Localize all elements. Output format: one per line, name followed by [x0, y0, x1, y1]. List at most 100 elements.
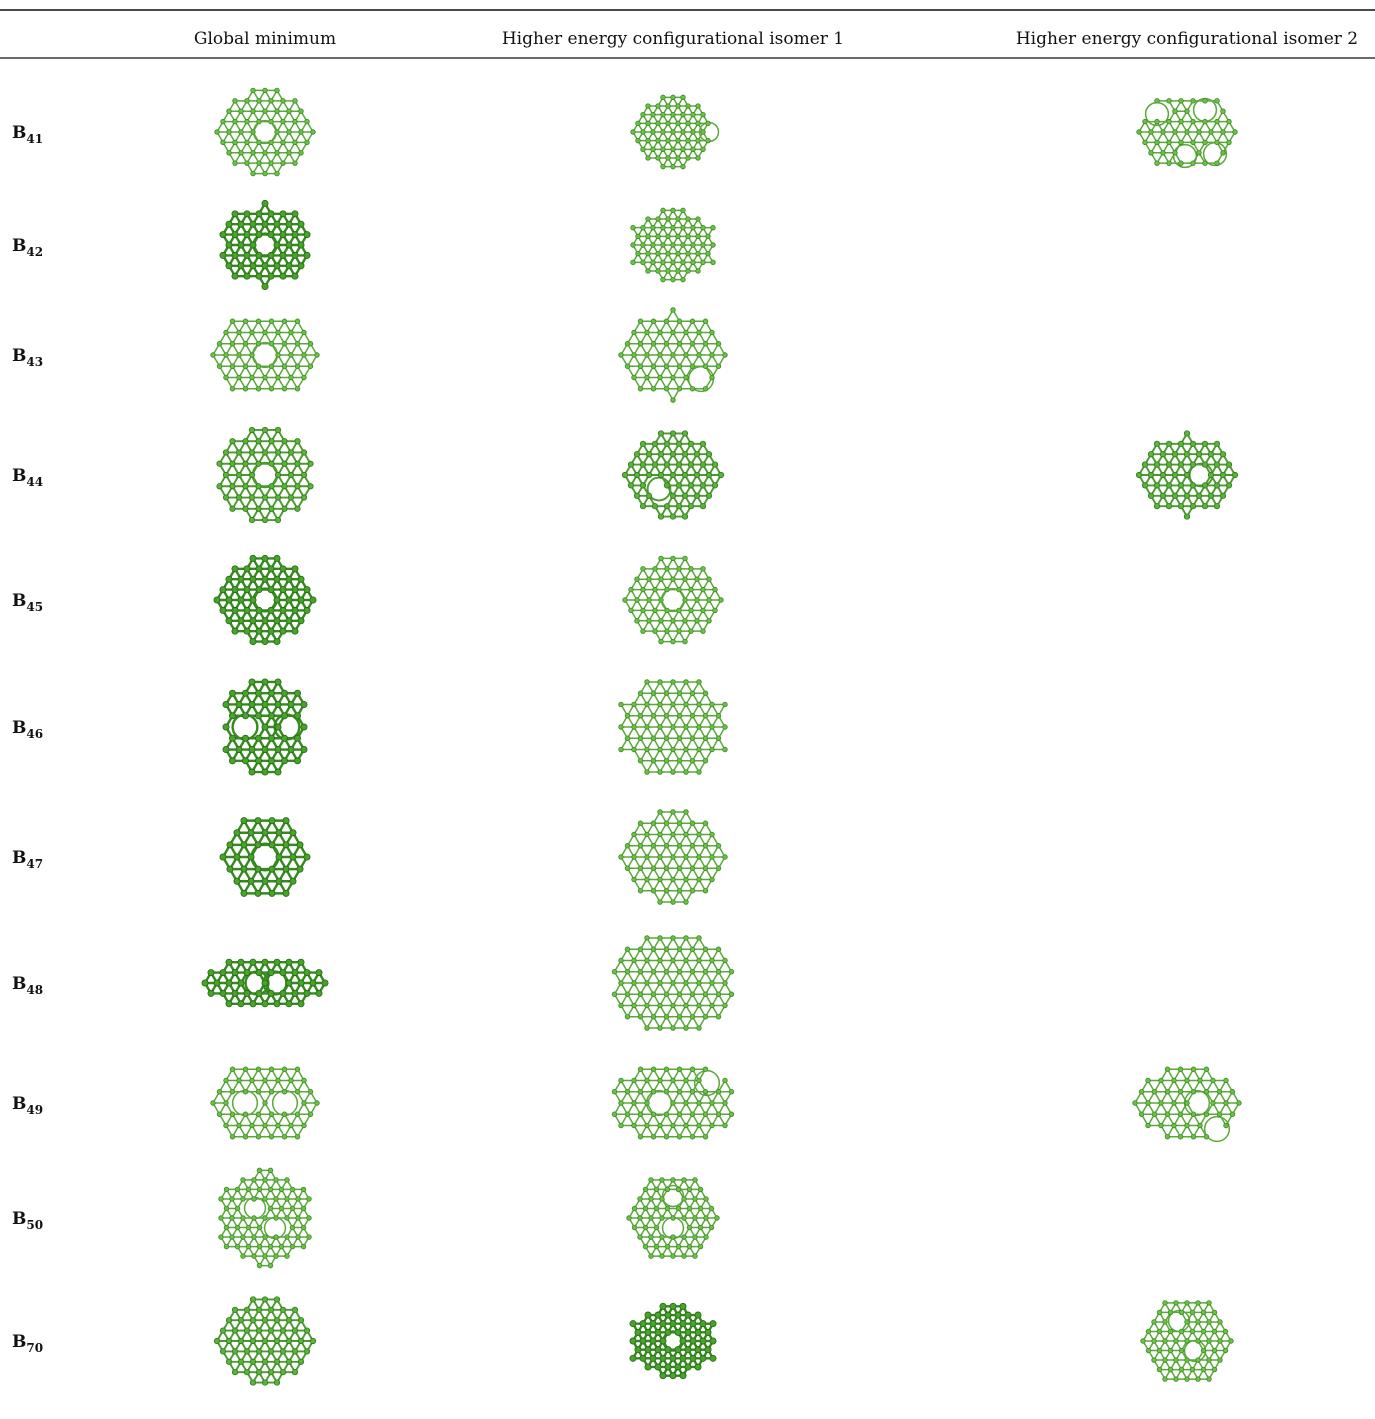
atom [1162, 1319, 1168, 1325]
atom [297, 1358, 305, 1365]
atom [681, 1196, 687, 1202]
atom [251, 1177, 257, 1183]
atom [696, 746, 702, 753]
atom [675, 440, 683, 447]
atom [650, 224, 656, 231]
atom [657, 1122, 663, 1129]
atom [242, 1089, 249, 1095]
atom [255, 483, 262, 490]
atom [289, 1205, 296, 1212]
column-header: Global minimum [194, 29, 336, 49]
atom [307, 341, 314, 347]
atom [637, 713, 644, 719]
atom [268, 1111, 275, 1117]
atom [683, 899, 689, 905]
atom [637, 843, 644, 849]
atom [225, 958, 233, 966]
atom [255, 460, 262, 467]
atom [242, 1066, 249, 1072]
atom [1195, 1376, 1201, 1382]
atom [249, 220, 257, 228]
atom [254, 889, 262, 897]
atom [303, 231, 311, 239]
atom [261, 700, 269, 708]
atom [229, 1111, 236, 1117]
atom [284, 1177, 290, 1183]
atom [225, 1337, 233, 1345]
atom [248, 426, 256, 434]
atom [670, 329, 676, 336]
atom [714, 1215, 720, 1221]
atom [247, 853, 255, 861]
atom [261, 746, 269, 754]
atom [281, 1134, 288, 1140]
atom [249, 241, 257, 249]
atom [651, 503, 659, 510]
atom [241, 712, 249, 720]
atom [301, 374, 307, 381]
atom [618, 854, 624, 860]
atom [670, 307, 676, 313]
atom [274, 170, 280, 177]
atom [683, 769, 689, 775]
atom [301, 329, 307, 336]
atom [249, 554, 257, 562]
atom [1156, 1309, 1163, 1316]
atom [683, 980, 689, 986]
atom [702, 946, 709, 952]
atom [692, 1177, 698, 1183]
atom [663, 713, 670, 719]
atom [231, 969, 239, 977]
atom [256, 1243, 263, 1250]
atom [683, 352, 689, 358]
atom [261, 494, 269, 501]
atom [267, 627, 275, 635]
atom [680, 276, 686, 283]
atom [702, 1134, 709, 1140]
atom [294, 363, 301, 369]
atom [695, 233, 701, 240]
atom [231, 565, 239, 573]
atom [649, 1354, 657, 1362]
atom [679, 1302, 687, 1310]
atom [248, 494, 256, 501]
atom [655, 216, 661, 222]
atom [631, 1224, 638, 1231]
atom [285, 1000, 293, 1008]
atom [231, 989, 239, 997]
atom [679, 1354, 687, 1362]
table-row: B49 [12, 1066, 1242, 1143]
atom [250, 108, 256, 114]
atom [664, 607, 670, 614]
atom [650, 991, 657, 997]
atom [223, 1077, 229, 1084]
atom [676, 991, 683, 997]
atom [255, 606, 263, 614]
atom [1172, 150, 1178, 156]
row-label-subscript: 48 [26, 983, 43, 997]
atom [301, 1100, 307, 1106]
atom [235, 746, 243, 754]
atom [679, 1372, 687, 1380]
atom [289, 853, 297, 861]
atom [695, 103, 701, 109]
atom [683, 746, 689, 753]
atom [676, 363, 683, 369]
atom [675, 137, 681, 144]
atom [273, 1317, 281, 1324]
atom [689, 386, 696, 392]
atom [1160, 129, 1166, 135]
atom [1217, 1338, 1223, 1344]
atom [1189, 461, 1197, 468]
atom [1195, 1338, 1201, 1344]
atom [696, 352, 702, 358]
atom [274, 746, 282, 754]
atom [648, 1215, 654, 1221]
atom [1164, 1066, 1171, 1072]
atom [639, 440, 647, 447]
row-label: B50 [12, 1209, 43, 1232]
atom [633, 492, 641, 499]
atom [675, 1205, 682, 1212]
structure-image [611, 935, 735, 1031]
